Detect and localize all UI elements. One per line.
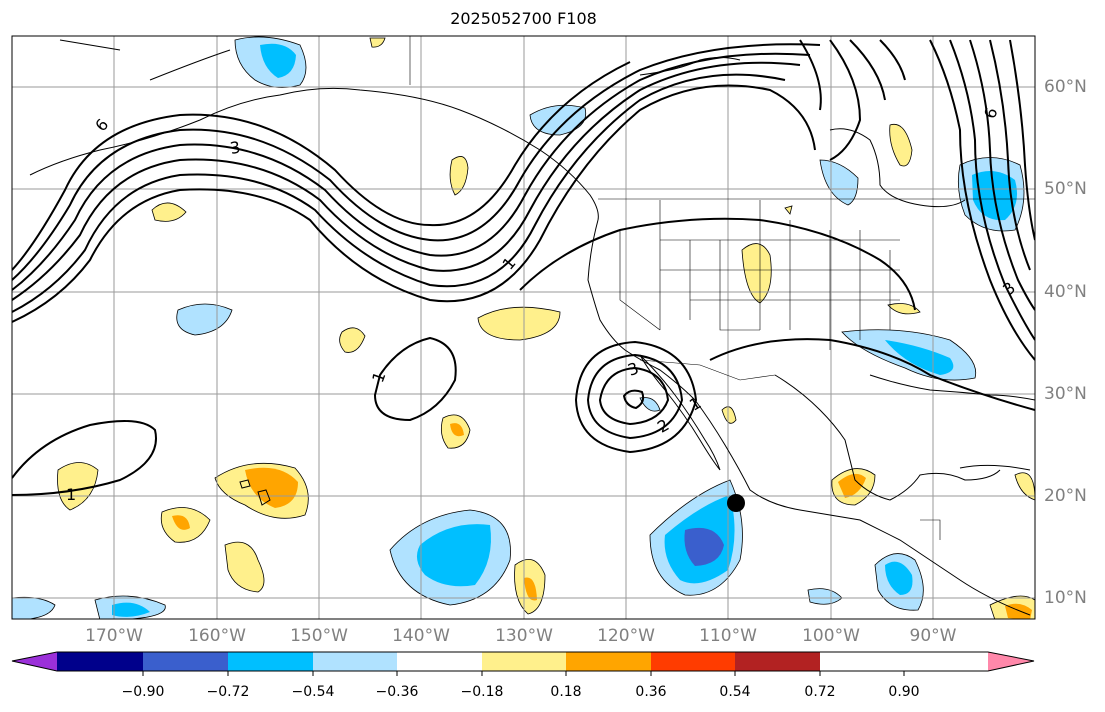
colorbar-tick-label: 0.90 [888, 684, 920, 700]
lat-label: 20°N [1044, 486, 1087, 506]
colorbar-tick-label: −0.90 [121, 684, 165, 700]
colorbar-segment [228, 652, 313, 671]
storm-center-marker [727, 494, 745, 512]
colorbar-tick-label: 0.36 [635, 684, 667, 700]
colorbar-segment [482, 652, 566, 671]
lon-label: 90°W [909, 626, 957, 646]
colorbar-tick-label: −0.72 [206, 684, 250, 700]
lat-label: 40°N [1044, 282, 1087, 302]
colorbar-tick-label: 0.54 [719, 684, 751, 700]
lon-label: 170°W [85, 626, 143, 646]
colorbar-max-extension [988, 652, 1034, 671]
colorbar-min-extension [12, 652, 57, 671]
contour-label: 3 [229, 137, 242, 157]
lon-label: 110°W [699, 626, 757, 646]
colorbar-tick-label: 0.72 [804, 684, 836, 700]
colorbar-segment [57, 652, 143, 671]
colorbar-segment [397, 652, 482, 671]
political-borders [409, 36, 1035, 540]
colorbar-outline [11, 651, 1035, 672]
colorbar-segment [313, 652, 397, 671]
colorbar-segment [143, 652, 228, 671]
lon-label: 140°W [392, 626, 450, 646]
map-frame [11, 35, 1036, 620]
lat-label: 60°N [1044, 77, 1087, 97]
lat-label: 30°N [1044, 384, 1087, 404]
lon-label: 150°W [290, 626, 348, 646]
colorbar-segment [735, 652, 820, 671]
graticule [12, 36, 1035, 619]
colorbar-tick-label: −0.36 [375, 684, 419, 700]
lat-label: 50°N [1044, 179, 1087, 199]
lon-label: 120°W [597, 626, 655, 646]
lat-label: 10°N [1044, 588, 1087, 608]
coastlines [29, 39, 1035, 616]
map-title: 2025052700 F108 [450, 9, 597, 28]
height-contours [12, 39, 1035, 496]
colorbar-segment [566, 652, 651, 671]
colorbar-tick-label: −0.54 [291, 684, 335, 700]
colorbar [11, 651, 1035, 676]
colorbar-tick-label: 0.18 [550, 684, 582, 700]
lon-label: 100°W [802, 626, 860, 646]
contour-label: 1 [66, 485, 76, 504]
colorbar-segment [651, 652, 735, 671]
lon-label: 160°W [188, 626, 246, 646]
colorbar-tick-label: −0.18 [460, 684, 504, 700]
lon-label: 130°W [495, 626, 553, 646]
